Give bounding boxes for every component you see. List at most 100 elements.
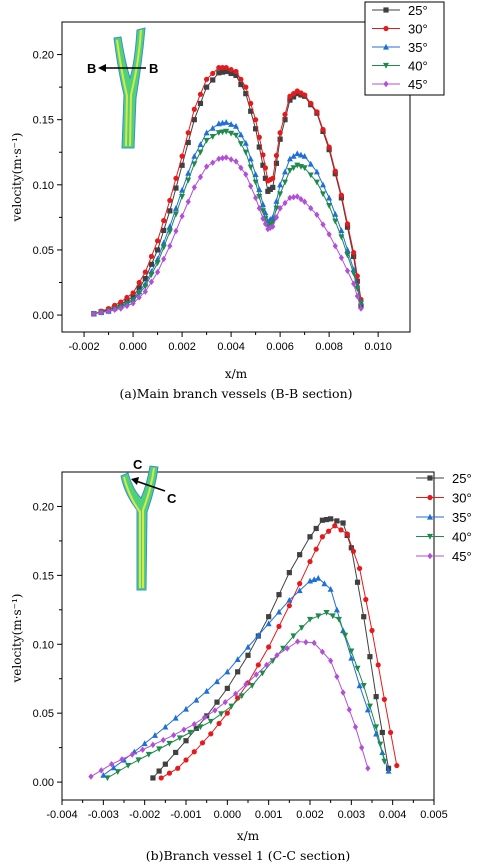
y-ticks-a: 0.00 0.05 0.10 0.15 0.20 [33, 50, 62, 322]
data-point [203, 129, 210, 136]
data-point [219, 129, 226, 136]
data-point [295, 638, 301, 645]
data-point [129, 751, 135, 758]
data-point [338, 227, 345, 234]
data-point [256, 193, 263, 200]
data-point [179, 162, 185, 168]
data-point [282, 168, 289, 175]
series-3 [90, 119, 364, 317]
data-point [302, 92, 308, 98]
data-point [350, 270, 357, 277]
data-point [185, 130, 191, 136]
x-tick-label: 0.001 [255, 809, 283, 821]
data-point [98, 767, 104, 774]
data-point [270, 184, 276, 191]
data-point [228, 70, 234, 77]
data-point [197, 149, 204, 156]
data-point [193, 725, 199, 731]
data-point [136, 285, 142, 291]
data-point [210, 159, 216, 166]
legend-swatch-marker [427, 475, 433, 481]
data-point [112, 302, 118, 308]
data-point [207, 718, 214, 725]
legend-b: 25° 30° 35° 40° 45° [416, 471, 472, 564]
data-point [338, 254, 344, 261]
data-point [282, 117, 288, 123]
data-point [112, 306, 118, 314]
data-point [224, 710, 230, 716]
data-point [148, 261, 155, 267]
data-point [262, 175, 269, 181]
data-point [156, 746, 163, 753]
x-tick-label: -0.002 [68, 341, 99, 353]
data-point [260, 152, 266, 158]
data-point [183, 738, 189, 744]
data-point [321, 580, 328, 587]
data-point [248, 108, 254, 114]
data-point [173, 227, 179, 235]
data-point [340, 689, 346, 696]
data-point [307, 160, 314, 167]
data-point [308, 205, 314, 212]
data-point [273, 160, 280, 166]
legend-swatch-marker [383, 80, 389, 88]
legend-item: 35° [372, 40, 428, 55]
data-point [255, 632, 262, 638]
data-point [216, 70, 222, 76]
data-point [167, 197, 173, 204]
data-point [148, 272, 155, 278]
data-point [209, 124, 216, 131]
x-tick-label: 0.004 [379, 809, 407, 821]
data-point [282, 179, 289, 186]
data-point [269, 658, 276, 665]
data-point [363, 596, 369, 603]
data-point [364, 706, 371, 713]
data-point [191, 117, 197, 123]
y-tick-label: 0.15 [33, 115, 54, 127]
data-point [223, 154, 229, 161]
data-point [265, 225, 271, 233]
data-point [172, 714, 179, 721]
data-point [354, 292, 360, 300]
data-point [301, 165, 308, 172]
data-point [359, 744, 365, 751]
data-point [253, 117, 259, 123]
data-point [161, 218, 167, 224]
data-point [191, 721, 197, 728]
data-point [296, 587, 303, 594]
data-point [290, 152, 297, 159]
section-arrowhead-b [131, 477, 139, 485]
data-point [365, 765, 371, 772]
data-point [284, 645, 290, 652]
data-point [233, 123, 239, 129]
data-point [187, 729, 194, 736]
legend-item: 40° [372, 59, 428, 74]
data-point [218, 711, 225, 718]
data-point [233, 158, 239, 165]
data-point [142, 283, 149, 290]
data-point [266, 644, 272, 650]
data-point [242, 139, 249, 146]
y-tick-label: 0.15 [33, 570, 54, 582]
data-point [332, 242, 338, 250]
data-point [114, 769, 121, 775]
data-point [286, 596, 293, 603]
data-point [224, 668, 231, 675]
x-axis-label-b: x/m [237, 829, 260, 843]
data-point [348, 648, 355, 655]
data-point [179, 193, 186, 200]
series-a [90, 64, 364, 317]
data-point [228, 130, 235, 137]
data-point [332, 523, 338, 529]
data-point [342, 632, 349, 639]
data-point [247, 164, 254, 171]
data-point [294, 193, 300, 200]
data-point [222, 698, 228, 706]
data-point [179, 212, 185, 220]
data-point [158, 775, 164, 781]
y-tick-label: 0.00 [33, 777, 54, 789]
data-point [328, 516, 334, 522]
data-point [245, 652, 251, 658]
data-point [109, 760, 115, 768]
data-point [294, 150, 301, 157]
